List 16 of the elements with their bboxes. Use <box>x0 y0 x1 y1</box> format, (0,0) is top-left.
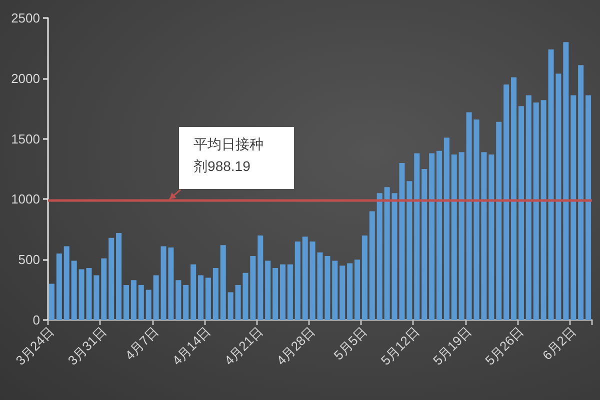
x-tick-label: 6月2日 <box>539 324 579 363</box>
y-tick-label: 2500 <box>11 10 40 26</box>
x-tick-label: 4月21日 <box>221 324 266 368</box>
x-tick-label: 5月26日 <box>482 324 527 368</box>
y-tick-label: 500 <box>18 252 40 268</box>
x-tick-label: 5月19日 <box>430 324 474 368</box>
x-tick-label: 4月14日 <box>169 324 214 368</box>
x-tick-label: 5月12日 <box>378 324 422 368</box>
ref-line-label: 平均日接种剂988.19 <box>192 134 265 176</box>
x-tick-label: 3月31日 <box>64 324 110 368</box>
x-tick-label: 4月7日 <box>122 324 162 363</box>
x-tick-label: 5月5日 <box>330 324 370 363</box>
x-tick-label: 4月28日 <box>274 324 318 368</box>
y-tick-label: 1500 <box>11 131 40 146</box>
y-tick-label: 2000 <box>11 70 40 86</box>
y-tick-label: 1000 <box>11 192 40 207</box>
